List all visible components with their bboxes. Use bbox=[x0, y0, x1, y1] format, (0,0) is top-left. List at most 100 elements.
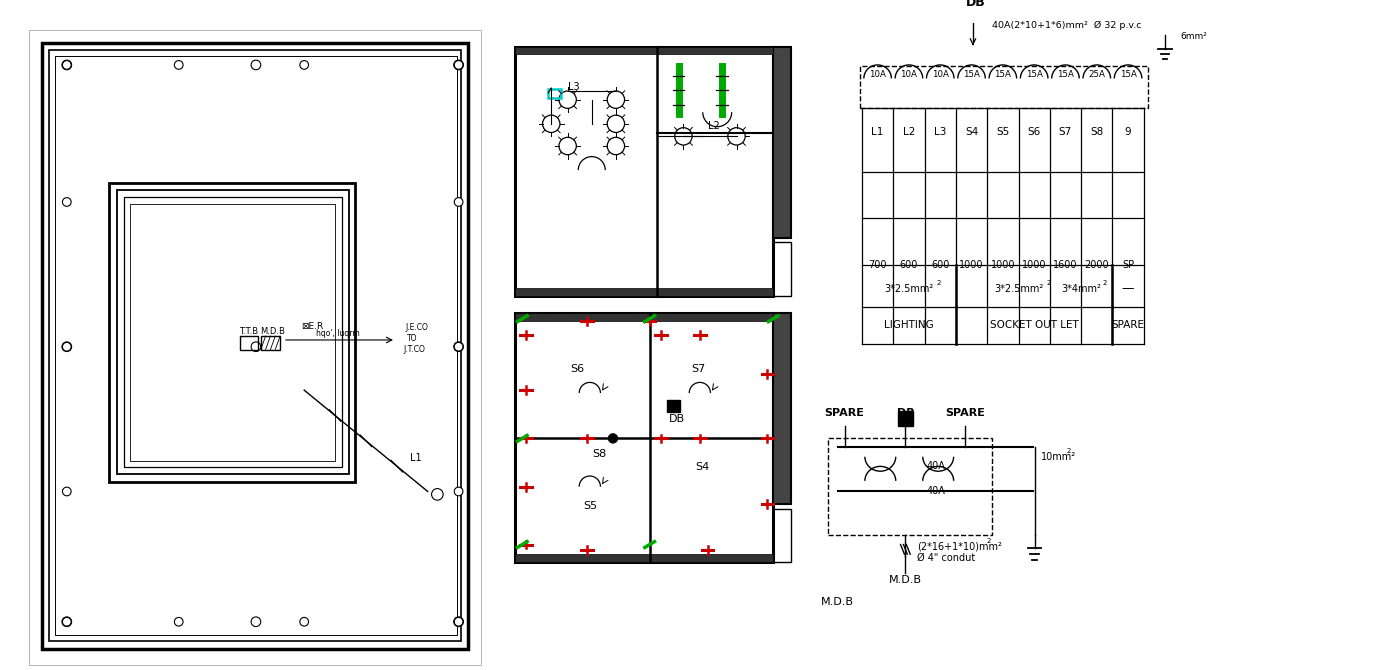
Circle shape bbox=[63, 618, 71, 626]
Text: S6: S6 bbox=[1028, 127, 1040, 137]
Text: 10A: 10A bbox=[932, 70, 949, 80]
Text: 25A: 25A bbox=[1088, 70, 1106, 80]
Bar bbox=[50, 50, 460, 641]
Circle shape bbox=[431, 488, 444, 500]
Bar bbox=[110, 183, 355, 482]
Text: L3: L3 bbox=[933, 127, 946, 137]
Bar bbox=[515, 313, 773, 562]
Text: 15A: 15A bbox=[963, 70, 981, 80]
Text: SPARE: SPARE bbox=[825, 408, 865, 418]
Circle shape bbox=[252, 342, 260, 352]
Text: 10A: 10A bbox=[900, 70, 918, 80]
Text: L1: L1 bbox=[871, 127, 883, 137]
Text: LIGHTING: LIGHTING bbox=[885, 320, 933, 330]
Bar bbox=[56, 56, 456, 635]
Text: DB: DB bbox=[965, 0, 986, 9]
Text: ⊠E.R: ⊠E.R bbox=[302, 322, 324, 331]
Circle shape bbox=[252, 60, 260, 70]
Text: 1000: 1000 bbox=[1022, 260, 1046, 270]
Bar bbox=[773, 47, 790, 238]
Circle shape bbox=[453, 342, 463, 352]
Text: (2*16+1*10)mm²: (2*16+1*10)mm² bbox=[917, 541, 1002, 551]
Text: 10A: 10A bbox=[869, 70, 886, 80]
Bar bbox=[515, 313, 773, 321]
Text: 600: 600 bbox=[900, 260, 918, 270]
Circle shape bbox=[63, 60, 71, 69]
Bar bbox=[117, 190, 349, 474]
Text: S5: S5 bbox=[583, 501, 597, 511]
Text: 600: 600 bbox=[931, 260, 950, 270]
Circle shape bbox=[174, 618, 184, 626]
Circle shape bbox=[455, 60, 463, 69]
Text: 3*2.5mm²: 3*2.5mm² bbox=[885, 284, 933, 294]
Bar bbox=[124, 197, 342, 468]
Text: M.D.B: M.D.B bbox=[889, 576, 922, 586]
Bar bbox=[515, 554, 773, 562]
Bar bbox=[773, 509, 790, 562]
Circle shape bbox=[63, 60, 71, 70]
Text: S5: S5 bbox=[996, 127, 1010, 137]
Text: hqo', luqrm: hqo', luqrm bbox=[316, 329, 360, 338]
Bar bbox=[515, 288, 773, 295]
Text: S7: S7 bbox=[691, 364, 705, 374]
Bar bbox=[515, 47, 773, 295]
Bar bbox=[241, 336, 257, 350]
Circle shape bbox=[453, 60, 463, 70]
Circle shape bbox=[63, 617, 71, 626]
Text: 15A: 15A bbox=[1120, 70, 1136, 80]
Text: SPARE: SPARE bbox=[946, 408, 985, 418]
Bar bbox=[548, 89, 561, 98]
Text: S7: S7 bbox=[1059, 127, 1072, 137]
Circle shape bbox=[453, 617, 463, 626]
Text: TO: TO bbox=[408, 334, 417, 344]
Text: J.E.CO: J.E.CO bbox=[406, 323, 428, 332]
Bar bbox=[773, 313, 790, 504]
Text: 1600: 1600 bbox=[1053, 260, 1078, 270]
Circle shape bbox=[455, 60, 463, 69]
Text: M.D.B: M.D.B bbox=[821, 598, 854, 608]
Circle shape bbox=[174, 60, 184, 69]
Text: SPARE: SPARE bbox=[1111, 320, 1145, 330]
Text: 10mm²: 10mm² bbox=[1040, 452, 1075, 462]
Bar bbox=[897, 411, 912, 426]
Circle shape bbox=[300, 618, 309, 626]
Bar bbox=[828, 438, 992, 535]
Text: L2: L2 bbox=[903, 127, 915, 137]
Bar bbox=[668, 400, 680, 412]
Text: 6mm²: 6mm² bbox=[1181, 32, 1207, 42]
Text: 3*2.5mm²: 3*2.5mm² bbox=[995, 284, 1043, 294]
Text: L2: L2 bbox=[708, 121, 719, 131]
Circle shape bbox=[252, 617, 260, 626]
Text: T.T.B: T.T.B bbox=[239, 327, 257, 336]
Text: 2: 2 bbox=[1046, 280, 1050, 286]
Circle shape bbox=[63, 618, 71, 626]
Text: DB: DB bbox=[669, 414, 684, 424]
Text: 40A: 40A bbox=[926, 486, 946, 496]
Bar bbox=[42, 43, 469, 649]
Text: 2: 2 bbox=[1102, 280, 1107, 286]
Text: 40A(2*10+1*6)mm²  Ø 32 p.v.c: 40A(2*10+1*6)mm² Ø 32 p.v.c bbox=[992, 21, 1142, 30]
Text: M.D.B: M.D.B bbox=[260, 327, 285, 336]
Circle shape bbox=[455, 198, 463, 206]
Text: 1000: 1000 bbox=[960, 260, 983, 270]
Text: DB: DB bbox=[897, 408, 914, 418]
Circle shape bbox=[63, 198, 71, 206]
Text: 9: 9 bbox=[1125, 127, 1131, 137]
Text: 15A: 15A bbox=[1057, 70, 1074, 80]
Text: J.T.CO: J.T.CO bbox=[403, 345, 426, 354]
Text: 2: 2 bbox=[938, 280, 942, 286]
Bar bbox=[515, 47, 773, 54]
Text: S4: S4 bbox=[965, 127, 978, 137]
Text: S8: S8 bbox=[593, 449, 606, 459]
Text: 3*4mm²: 3*4mm² bbox=[1061, 284, 1102, 294]
Text: —: — bbox=[1123, 282, 1134, 295]
Circle shape bbox=[63, 60, 71, 69]
Text: L3: L3 bbox=[568, 82, 579, 92]
Bar bbox=[260, 336, 280, 350]
Text: S6: S6 bbox=[570, 364, 584, 374]
Circle shape bbox=[63, 342, 71, 352]
Text: Ø 4" condut: Ø 4" condut bbox=[917, 553, 975, 563]
Circle shape bbox=[455, 342, 463, 351]
Text: 1000: 1000 bbox=[990, 260, 1015, 270]
Text: 2: 2 bbox=[1067, 448, 1071, 454]
